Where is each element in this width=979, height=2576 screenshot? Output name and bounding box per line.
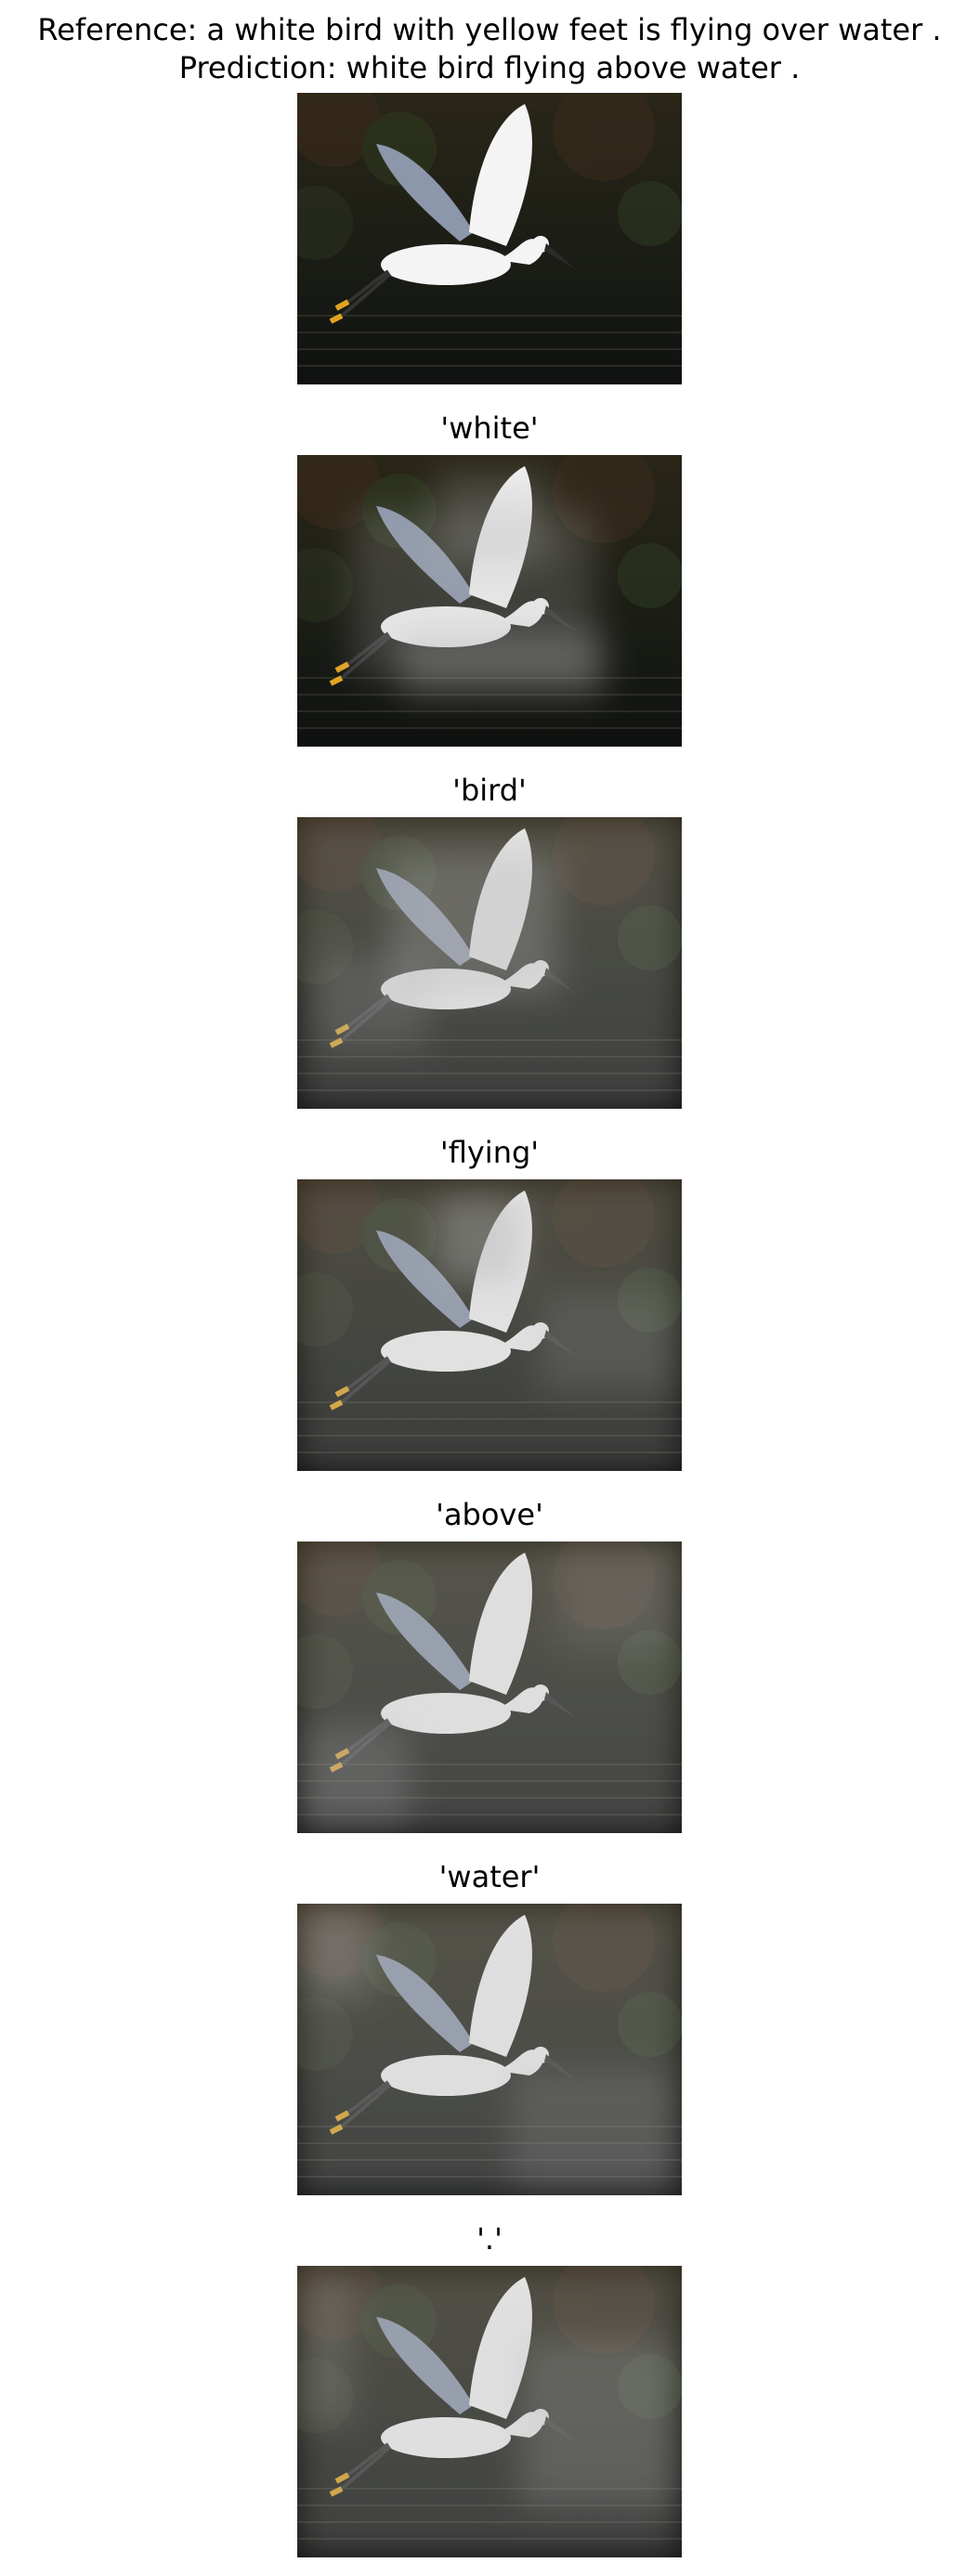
attention-overlay: [353, 474, 604, 696]
reference-caption: Reference: a white bird with yellow feet…: [37, 12, 942, 47]
egret-picture: [297, 1542, 682, 1833]
attention-overlay: [297, 817, 682, 1109]
body: [381, 244, 511, 285]
attention-region: [297, 1727, 409, 1829]
attention-map-image: [297, 455, 682, 747]
head: [532, 236, 549, 253]
attention-region: [511, 2071, 678, 2192]
egret-picture: [297, 1179, 682, 1471]
attention-map-image: [297, 2266, 682, 2557]
egret-picture: [297, 1904, 682, 2195]
beak: [544, 243, 576, 269]
foliage: [297, 93, 682, 260]
attention-overlay: [297, 1179, 682, 1471]
token-caption: 'flying': [439, 1135, 540, 1170]
neck: [497, 239, 544, 265]
attention-region: [437, 474, 548, 566]
token-caption: '.': [476, 2221, 503, 2257]
egret-picture: [297, 817, 682, 1109]
token-caption: 'bird': [452, 773, 527, 808]
token-caption: 'white': [440, 410, 539, 446]
attention-map-image: [297, 1904, 682, 2195]
attention-region: [399, 631, 604, 696]
back-wing: [376, 144, 474, 241]
attention-overlay: [297, 2266, 682, 2557]
egret-picture: [297, 93, 682, 384]
attention-region: [520, 2340, 678, 2507]
egret: [329, 104, 576, 324]
yellow-feet: [329, 299, 350, 324]
attention-region: [539, 1291, 678, 1393]
yellow-feet: [329, 661, 350, 686]
egret-picture: [297, 455, 682, 747]
attention-overlay: [297, 1542, 682, 1833]
attention-map-image: [297, 1179, 682, 1471]
token-caption: 'above': [436, 1497, 543, 1532]
original-image: [297, 93, 682, 384]
front-wing: [469, 104, 532, 246]
egret-picture: [297, 2266, 682, 2557]
water-ripples: [297, 315, 682, 367]
attention-region: [316, 956, 427, 1049]
attention-map-image: [297, 1542, 682, 1833]
figure-header: Reference: a white bird with yellow feet…: [0, 11, 979, 87]
legs: [340, 269, 392, 318]
prediction-caption: Prediction: white bird flying above wate…: [178, 50, 801, 85]
attention-region: [297, 1904, 372, 1997]
attention-map-image: [297, 817, 682, 1109]
attention-region: [297, 2275, 353, 2424]
attention-region: [437, 1198, 520, 1281]
attention-region: [557, 1542, 682, 1653]
attention-overlay: [297, 1904, 682, 2195]
token-caption: 'water': [438, 1859, 541, 1894]
